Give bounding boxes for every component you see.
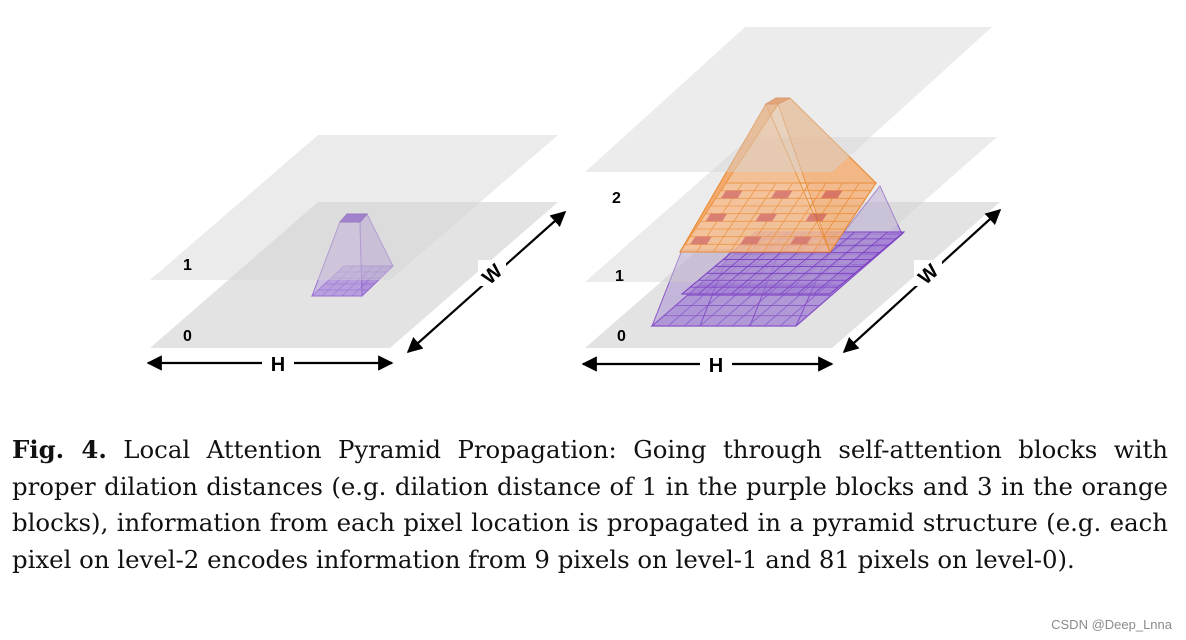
highlight-cell [690, 236, 712, 245]
highlight-cell [740, 236, 762, 245]
caption-label: Fig. 4. [12, 435, 107, 464]
right-level-0-label: 0 [617, 328, 626, 345]
highlight-cell [805, 213, 828, 222]
right-level-2-plane [585, 27, 992, 172]
watermark: CSDN @Deep_Lnna [1051, 617, 1172, 632]
highlight-cell [770, 190, 793, 199]
grid-line [729, 182, 777, 253]
highlight-cell [720, 190, 743, 199]
figure-caption: Fig. 4. Local Attention Pyramid Propagat… [12, 432, 1168, 578]
grid-line [813, 182, 860, 253]
right-level-1-label: 1 [615, 268, 624, 285]
caption-text: Local Attention Pyramid Propagation: Goi… [12, 435, 1168, 574]
right-level-2-label: 2 [612, 190, 621, 207]
left-level-0-label: 0 [183, 328, 192, 345]
highlight-cell [820, 190, 843, 199]
highlight-cell [705, 213, 728, 222]
right-pyramid-diagram: 2 1 0 H W [581, 27, 1002, 377]
left-level-1-label: 1 [183, 257, 192, 274]
grid-line [779, 182, 827, 253]
grid-line [763, 182, 810, 253]
pyramid-diagram: 1 0 H W 2 [146, 27, 1002, 377]
grid-line [780, 231, 855, 295]
left-pyramid-diagram: 1 0 H W [146, 135, 567, 376]
left-purple-frustum [310, 213, 395, 298]
highlight-cell [790, 236, 812, 245]
grid-line [713, 182, 760, 253]
highlight-cell [755, 213, 778, 222]
left-h-axis-label: H [271, 354, 285, 376]
right-h-axis-label: H [709, 355, 723, 377]
left-plane-level-1 [150, 135, 558, 280]
